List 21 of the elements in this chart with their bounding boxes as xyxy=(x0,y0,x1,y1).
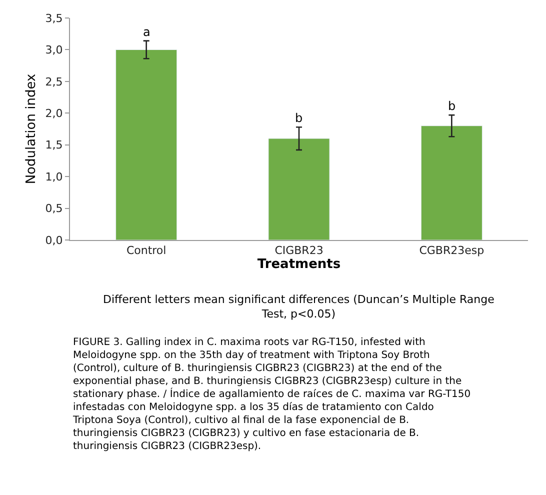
y-tick-label: 2,5 xyxy=(45,75,63,88)
y-tick-label: 3,5 xyxy=(45,12,63,25)
text: Different letters mean significant differences (Duncan’s Multiple Range Test, p<0.05) xyxy=(103,293,495,320)
annotation: b xyxy=(295,111,303,125)
bar xyxy=(268,138,330,240)
x-tick-label: CIGBR23 xyxy=(274,244,324,258)
y-tick-label: 3,0 xyxy=(45,44,63,57)
y-tick-label: 0,5 xyxy=(45,202,63,216)
y-axis-title: Nodulation index xyxy=(24,74,40,184)
bar xyxy=(420,126,482,240)
y-tick-label: 1,0 xyxy=(45,170,63,184)
x-axis-title: Treatments xyxy=(257,257,341,272)
y-tick-label: 1,5 xyxy=(45,138,63,152)
text: FIGURE 3. Galling index in C. maxima roots var RG-T150, infested with Meloidogyne spp. on the 35th day of treatment with Triptona Soy Broth (Control), culture of B. thuringiensis CIGBR23 (CIGBR23) at the end of the exponential phase, and B. thuringiensis CIGBR23 (CIGBR23esp) culture in the stationary phase. / Índice de agallamiento de raíces de C. maxima var RG-T150 infestadas con Meloidogyne spp. a los 35 días de tratamiento con Caldo Triptona Soya (Control), cultivo al final de la fase exponencial de B. thuringiensis CIGBR23 (CIGBR23) y cultivo en fase estacionaria de B. thuringiensis CIGBR23 (CIGBR23esp). xyxy=(73,337,471,452)
annotation: b xyxy=(448,99,456,113)
y-tick-label: 2,0 xyxy=(45,106,63,120)
bar xyxy=(116,49,178,240)
x-tick-label: CGBR23esp xyxy=(419,244,484,258)
y-tick-label: 0,0 xyxy=(45,234,63,247)
x-tick-label: Control xyxy=(126,244,166,258)
annotation: a xyxy=(143,25,150,39)
